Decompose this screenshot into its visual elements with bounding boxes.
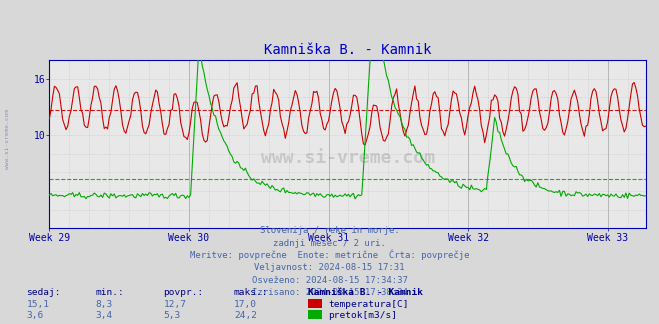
Text: www.si-vreme.com: www.si-vreme.com (260, 149, 435, 167)
Text: temperatura[C]: temperatura[C] (328, 300, 409, 309)
Text: 12,7: 12,7 (163, 300, 186, 309)
Text: min.:: min.: (96, 288, 125, 297)
Text: 3,4: 3,4 (96, 311, 113, 320)
Text: zadnji mesec / 2 uri.: zadnji mesec / 2 uri. (273, 238, 386, 248)
Text: 15,1: 15,1 (26, 300, 49, 309)
Text: Osveženo: 2024-08-15 17:34:37: Osveženo: 2024-08-15 17:34:37 (252, 275, 407, 284)
Text: 3,6: 3,6 (26, 311, 43, 320)
Text: 5,3: 5,3 (163, 311, 181, 320)
Text: pretok[m3/s]: pretok[m3/s] (328, 311, 397, 320)
Text: 24,2: 24,2 (234, 311, 257, 320)
Text: povpr.:: povpr.: (163, 288, 204, 297)
Text: Veljavnost: 2024-08-15 17:31: Veljavnost: 2024-08-15 17:31 (254, 263, 405, 272)
Text: Kamniška B. - Kamnik: Kamniška B. - Kamnik (308, 288, 424, 297)
Text: maks.:: maks.: (234, 288, 268, 297)
Text: 17,0: 17,0 (234, 300, 257, 309)
Text: www.si-vreme.com: www.si-vreme.com (5, 109, 11, 169)
Text: Izrisano: 2024-08-15 17:38:34: Izrisano: 2024-08-15 17:38:34 (252, 288, 407, 297)
Text: 8,3: 8,3 (96, 300, 113, 309)
Text: Slovenija / reke in morje.: Slovenija / reke in morje. (260, 226, 399, 235)
Text: sedaj:: sedaj: (26, 288, 61, 297)
Title: Kamniška B. - Kamnik: Kamniška B. - Kamnik (264, 43, 432, 57)
Text: Meritve: povprečne  Enote: metrične  Črta: povprečje: Meritve: povprečne Enote: metrične Črta:… (190, 249, 469, 260)
